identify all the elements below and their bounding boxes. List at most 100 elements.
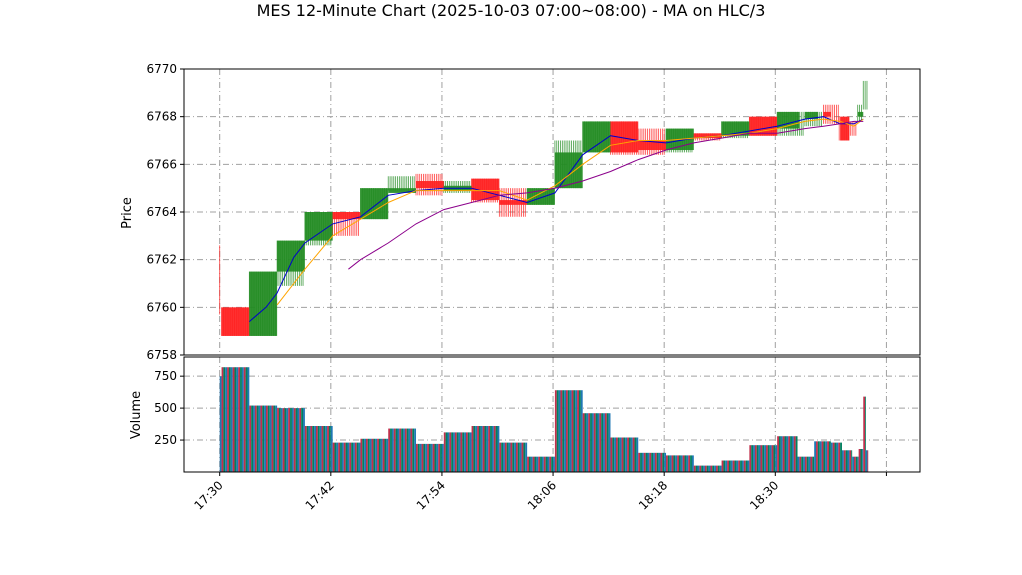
price-box xyxy=(823,111,831,117)
volume-bar xyxy=(414,428,417,472)
price-box xyxy=(499,200,528,205)
volume-bar xyxy=(867,450,869,472)
time-tick-label: 17:54 xyxy=(414,478,448,512)
volume-bar xyxy=(564,390,567,472)
volume-bar xyxy=(441,443,444,472)
price-tick-label: 6768 xyxy=(146,110,177,124)
volume-bar xyxy=(367,438,370,472)
volume-bar xyxy=(695,465,698,472)
volume-bar xyxy=(766,445,768,472)
volume-bar xyxy=(738,460,741,472)
volume-bar xyxy=(495,426,498,472)
volume-bar xyxy=(790,436,792,472)
volume-panel: 250 500 750 Volume xyxy=(129,356,921,473)
volume-bar xyxy=(328,426,331,472)
volume-bar xyxy=(740,460,742,472)
price-box xyxy=(693,133,722,139)
volume-bar xyxy=(627,437,629,472)
volume-bar xyxy=(745,460,748,472)
volume-bar xyxy=(814,441,817,472)
volume-bar xyxy=(825,441,828,472)
chart-title: MES 12-Minute Chart (2025-10-03 07:00~08… xyxy=(257,1,766,20)
volume-bar xyxy=(584,413,587,472)
volume-bar xyxy=(806,456,809,472)
volume-bar xyxy=(841,450,844,472)
volume-bar xyxy=(717,465,720,472)
volume-bar xyxy=(256,405,259,472)
volume-bar xyxy=(636,437,639,472)
volume-bar xyxy=(647,452,650,472)
volume-bar xyxy=(243,367,246,472)
price-axis-label: Price xyxy=(120,197,135,229)
volume-bar xyxy=(423,443,426,472)
volume-bar xyxy=(855,456,858,472)
volume-bar xyxy=(760,445,763,472)
volume-bar xyxy=(775,445,778,472)
volume-bar xyxy=(388,428,391,472)
volume-bar xyxy=(245,367,248,472)
volume-bar xyxy=(601,413,604,472)
volume-bar xyxy=(562,390,565,472)
volume-bar xyxy=(727,460,729,472)
volume-bar xyxy=(497,426,500,472)
volume-bar xyxy=(436,443,439,472)
volume-bar xyxy=(253,405,255,472)
price-box xyxy=(304,212,333,241)
volume-bar xyxy=(477,426,479,472)
volume-bar xyxy=(612,437,615,472)
volume-bar xyxy=(551,456,554,472)
volume-bar xyxy=(447,432,450,472)
volume-bar xyxy=(771,445,774,472)
volume-bar xyxy=(390,428,392,472)
volume-bar xyxy=(851,450,853,472)
volume-bar xyxy=(314,426,317,472)
volume-bar xyxy=(351,442,354,472)
volume-bar xyxy=(862,449,864,472)
volume-bar xyxy=(540,456,542,472)
volume-bar xyxy=(845,450,848,472)
volume-bar xyxy=(623,437,626,472)
volume-bar xyxy=(595,413,598,472)
volume-bar xyxy=(712,465,715,472)
volume-bar xyxy=(704,465,707,472)
volume-bar xyxy=(554,390,557,472)
volume-bar xyxy=(327,426,329,472)
volume-bar xyxy=(725,460,728,472)
volume-bar xyxy=(299,408,302,472)
volume-bar xyxy=(703,465,705,472)
volume-bar xyxy=(578,390,581,472)
volume-bar xyxy=(521,442,524,472)
volume-bar xyxy=(241,367,244,472)
volume-bar xyxy=(732,460,735,472)
volume-bar xyxy=(358,442,361,472)
price-tick-label: 6762 xyxy=(146,253,177,267)
price-box xyxy=(221,307,250,336)
volume-bar xyxy=(532,456,535,472)
volume-bar xyxy=(567,390,570,472)
volume-bar xyxy=(284,408,287,472)
volume-bar xyxy=(560,390,563,472)
volume-bar xyxy=(360,438,363,472)
price-box xyxy=(804,111,818,120)
volume-bar xyxy=(293,408,296,472)
volume-bar xyxy=(625,437,628,472)
volume-bar xyxy=(249,405,252,472)
volume-bar xyxy=(271,405,274,472)
volume-bar xyxy=(852,456,855,472)
volume-bar xyxy=(553,456,555,472)
volume-bars xyxy=(219,367,869,472)
volume-bar xyxy=(393,428,396,472)
volume-bar xyxy=(223,367,226,472)
volume-bar xyxy=(482,426,485,472)
volume-bar xyxy=(466,432,468,472)
volume-bar xyxy=(580,390,583,472)
time-tick-label: 17:42 xyxy=(303,478,337,512)
price-box xyxy=(840,116,850,141)
time-tick-label: 18:18 xyxy=(636,478,670,512)
volume-bar xyxy=(586,413,589,472)
time-tick-label: 18:06 xyxy=(525,478,559,512)
volume-bar xyxy=(691,455,694,472)
volume-bar xyxy=(458,432,461,472)
volume-bar xyxy=(445,432,448,472)
price-panel: 6758 6760 6762 6764 6766 6768 6770 Price xyxy=(120,62,921,362)
